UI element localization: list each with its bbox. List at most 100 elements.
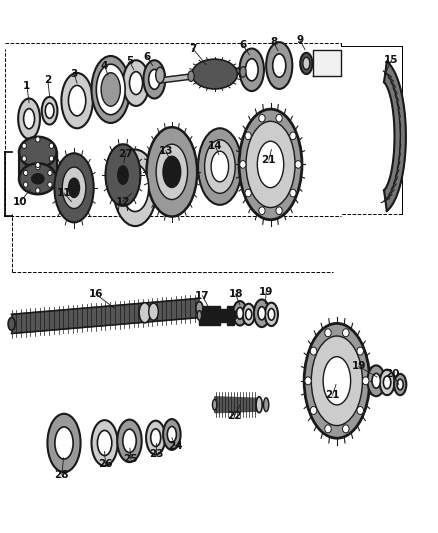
Ellipse shape	[163, 419, 180, 450]
Circle shape	[22, 143, 26, 149]
Polygon shape	[160, 67, 245, 83]
Ellipse shape	[117, 419, 142, 462]
Ellipse shape	[211, 151, 229, 182]
Circle shape	[35, 188, 40, 193]
Polygon shape	[12, 298, 199, 334]
Text: 27: 27	[118, 149, 133, 159]
Text: 12: 12	[116, 197, 130, 207]
Text: 15: 15	[384, 55, 399, 65]
Ellipse shape	[311, 336, 362, 425]
Circle shape	[325, 425, 331, 433]
Ellipse shape	[163, 156, 181, 188]
Circle shape	[343, 425, 349, 433]
Circle shape	[48, 170, 52, 175]
Ellipse shape	[304, 324, 370, 438]
Ellipse shape	[19, 164, 57, 194]
Text: 6: 6	[144, 52, 151, 62]
Circle shape	[305, 377, 311, 385]
Ellipse shape	[62, 167, 86, 208]
Ellipse shape	[123, 60, 149, 106]
Text: 25: 25	[124, 454, 138, 464]
Ellipse shape	[149, 303, 158, 320]
Ellipse shape	[188, 71, 194, 82]
Ellipse shape	[68, 85, 86, 116]
Circle shape	[276, 207, 282, 214]
Text: 16: 16	[88, 289, 103, 299]
Ellipse shape	[397, 379, 403, 390]
Ellipse shape	[68, 178, 80, 198]
Circle shape	[310, 347, 317, 355]
Ellipse shape	[47, 414, 81, 472]
Polygon shape	[384, 62, 406, 211]
Circle shape	[310, 407, 317, 415]
Ellipse shape	[303, 58, 310, 69]
Text: 9: 9	[296, 35, 304, 45]
Ellipse shape	[139, 303, 150, 323]
Ellipse shape	[123, 429, 136, 453]
Ellipse shape	[96, 64, 125, 115]
Ellipse shape	[239, 109, 302, 220]
Ellipse shape	[258, 306, 265, 320]
Text: 24: 24	[168, 441, 183, 451]
Ellipse shape	[257, 141, 284, 188]
Text: 22: 22	[227, 411, 241, 422]
Ellipse shape	[240, 49, 264, 91]
Ellipse shape	[149, 69, 160, 90]
Text: 3: 3	[71, 69, 78, 79]
Ellipse shape	[323, 357, 351, 405]
Circle shape	[24, 170, 28, 175]
Circle shape	[35, 163, 40, 167]
Ellipse shape	[192, 59, 237, 89]
Ellipse shape	[240, 67, 246, 77]
Circle shape	[240, 160, 246, 168]
Ellipse shape	[146, 421, 165, 455]
Ellipse shape	[118, 166, 128, 184]
Circle shape	[48, 182, 52, 187]
Ellipse shape	[55, 427, 73, 459]
Ellipse shape	[256, 397, 262, 413]
Text: 6: 6	[240, 41, 247, 50]
Text: 26: 26	[98, 459, 113, 469]
Text: 4: 4	[101, 61, 108, 71]
Text: 19: 19	[259, 287, 273, 297]
Text: 10: 10	[13, 197, 28, 207]
Ellipse shape	[394, 374, 406, 395]
Circle shape	[245, 189, 251, 197]
Ellipse shape	[198, 128, 242, 205]
Ellipse shape	[144, 60, 165, 99]
Ellipse shape	[106, 144, 141, 206]
Text: 5: 5	[126, 56, 133, 66]
Text: 28: 28	[55, 470, 69, 480]
Polygon shape	[215, 397, 258, 413]
Text: 11: 11	[57, 188, 71, 198]
Ellipse shape	[205, 140, 235, 193]
Text: 7: 7	[189, 44, 197, 53]
Ellipse shape	[61, 73, 93, 128]
Text: 1: 1	[23, 81, 31, 91]
Ellipse shape	[266, 42, 292, 89]
Ellipse shape	[246, 309, 252, 320]
Ellipse shape	[383, 376, 391, 389]
Ellipse shape	[130, 71, 143, 94]
Circle shape	[49, 143, 53, 149]
Text: 18: 18	[228, 289, 243, 299]
Ellipse shape	[92, 56, 130, 123]
Ellipse shape	[45, 103, 54, 118]
Ellipse shape	[196, 302, 203, 314]
Polygon shape	[19, 152, 57, 179]
Ellipse shape	[246, 122, 295, 207]
Ellipse shape	[19, 137, 57, 167]
Ellipse shape	[245, 59, 258, 81]
Circle shape	[24, 182, 28, 187]
Circle shape	[259, 115, 265, 122]
Circle shape	[49, 156, 53, 161]
Ellipse shape	[367, 366, 385, 396]
Text: 8: 8	[270, 37, 277, 47]
Ellipse shape	[42, 97, 57, 125]
Circle shape	[245, 132, 251, 140]
Ellipse shape	[233, 301, 247, 326]
Text: 13: 13	[159, 146, 173, 156]
Circle shape	[290, 189, 296, 197]
Text: 17: 17	[195, 290, 210, 301]
Ellipse shape	[18, 99, 40, 139]
